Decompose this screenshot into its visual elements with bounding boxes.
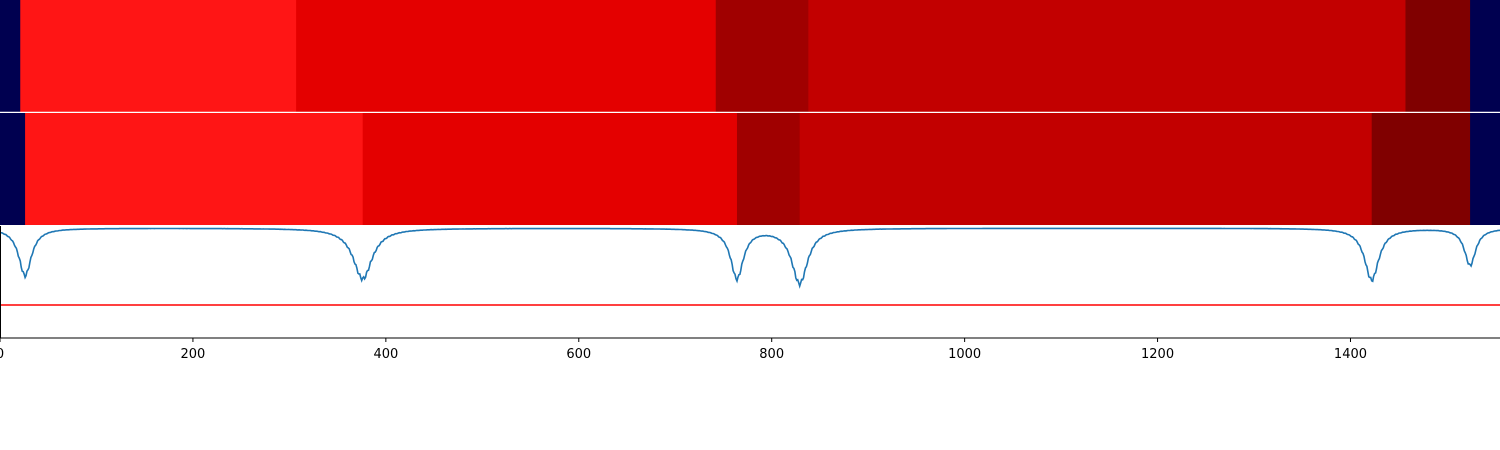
heatmap-cell-top-1 — [20, 0, 297, 112]
heatmap-cell-middle-1 — [25, 113, 364, 225]
heatmap-cell-middle-5 — [1371, 113, 1471, 225]
heatmap-cell-top-0 — [0, 0, 21, 112]
x-tick-label: 200 — [181, 347, 206, 362]
x-tick-label: 800 — [759, 347, 784, 362]
heatmap-cell-top-2 — [296, 0, 717, 112]
heatmap-cell-top-4 — [808, 0, 1406, 112]
x-tick-label: 1200 — [1141, 347, 1174, 362]
series-line — [0, 227, 1500, 289]
heatmap-cell-middle-0 — [0, 113, 26, 225]
x-tick-label: 400 — [373, 347, 398, 362]
heatmap-cell-middle-2 — [362, 113, 738, 225]
x-tick-label: 1000 — [948, 347, 981, 362]
x-tick-label: 1400 — [1334, 347, 1367, 362]
heatmap-cell-middle-4 — [799, 113, 1373, 225]
heatmap-middle-panel — [0, 113, 1500, 225]
x-tick-label: 0 — [0, 347, 4, 362]
line-chart-panel: 0 200 400 600 800 1000 1200 1400 — [0, 226, 1500, 362]
x-tick-label: 600 — [566, 347, 591, 362]
heatmap-cell-middle-6 — [1470, 113, 1500, 225]
x-axis: 0 200 400 600 800 1000 1200 1400 — [0, 226, 1500, 362]
plot-area — [0, 227, 1500, 306]
heatmap-cell-top-3 — [715, 0, 809, 112]
heatmap-cell-middle-3 — [736, 113, 801, 225]
heatmap-cell-top-5 — [1405, 0, 1471, 112]
heatmap-top-panel — [0, 0, 1500, 112]
heatmap-cell-top-6 — [1470, 0, 1500, 112]
